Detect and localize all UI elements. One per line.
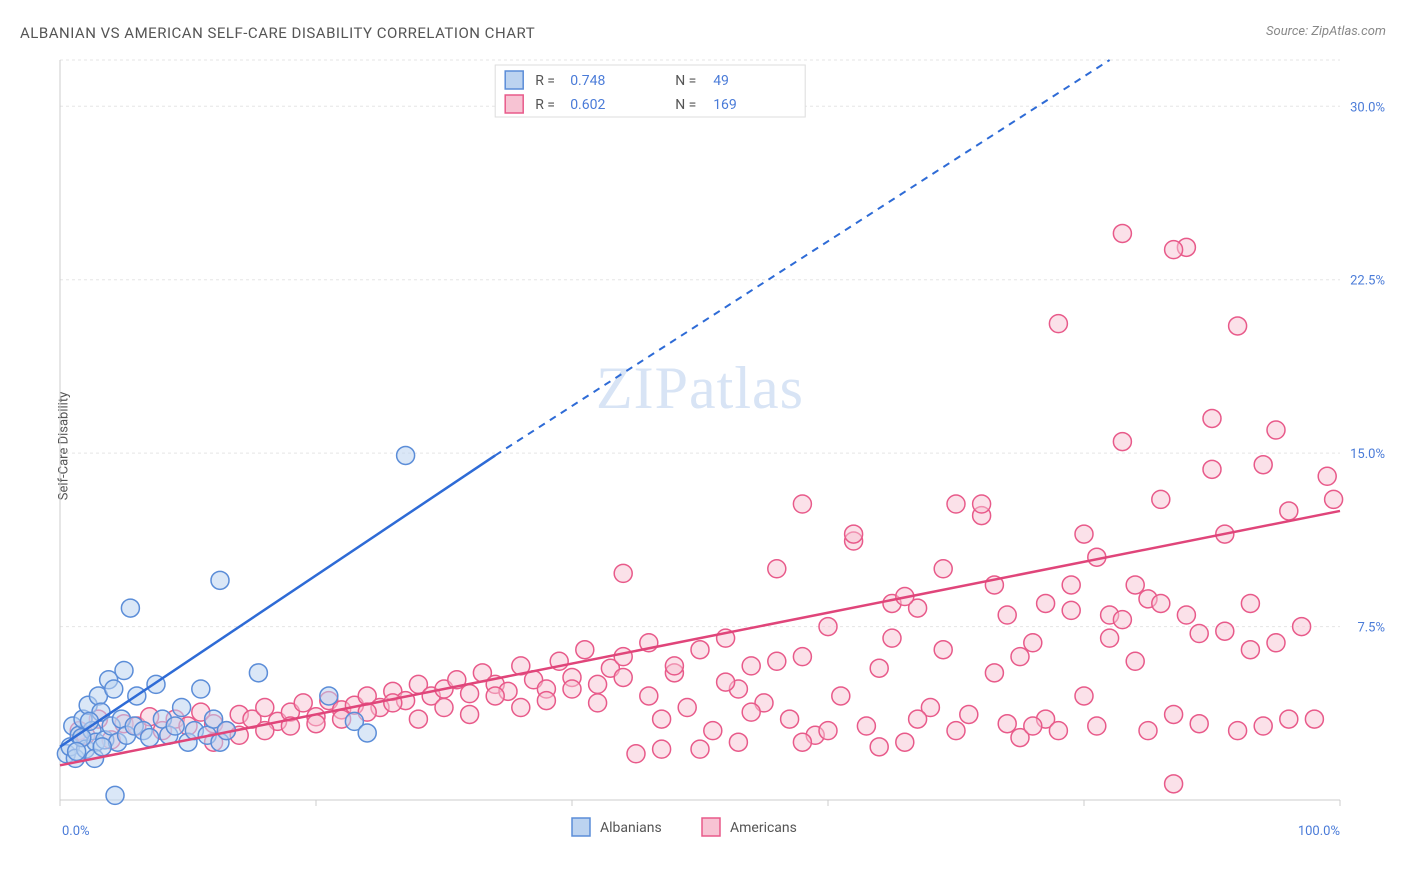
chart-container: ZIPatlas 7.5% 15.0% 22.5% 30.0% 0.0% 100.0% R =… <box>50 55 1386 845</box>
svg-text:49: 49 <box>713 73 729 89</box>
svg-text:169: 169 <box>713 97 737 113</box>
svg-text:100.0%: 100.0% <box>1298 824 1340 839</box>
svg-text:Americans: Americans <box>730 820 797 836</box>
scatter-chart-svg: ZIPatlas 7.5% 15.0% 22.5% 30.0% 0.0% 100.0% R =… <box>50 55 1386 845</box>
svg-text:N =: N = <box>675 73 696 89</box>
svg-text:15.0%: 15.0% <box>1350 447 1385 462</box>
svg-text:R =: R = <box>535 73 555 89</box>
svg-text:N =: N = <box>675 97 696 113</box>
svg-text:30.0%: 30.0% <box>1350 100 1385 115</box>
svg-text:ZIPatlas: ZIPatlas <box>596 355 804 421</box>
svg-text:0.0%: 0.0% <box>62 824 90 839</box>
svg-text:R =: R = <box>535 97 555 113</box>
svg-text:0.748: 0.748 <box>570 73 605 89</box>
svg-text:Albanians: Albanians <box>600 820 662 836</box>
chart-title: ALBANIAN VS AMERICAN SELF-CARE DISABILIT… <box>20 24 535 42</box>
svg-text:22.5%: 22.5% <box>1350 274 1385 289</box>
source-attribution: Source: ZipAtlas.com <box>1266 24 1386 39</box>
svg-text:0.602: 0.602 <box>570 97 605 113</box>
svg-text:7.5%: 7.5% <box>1357 621 1385 636</box>
